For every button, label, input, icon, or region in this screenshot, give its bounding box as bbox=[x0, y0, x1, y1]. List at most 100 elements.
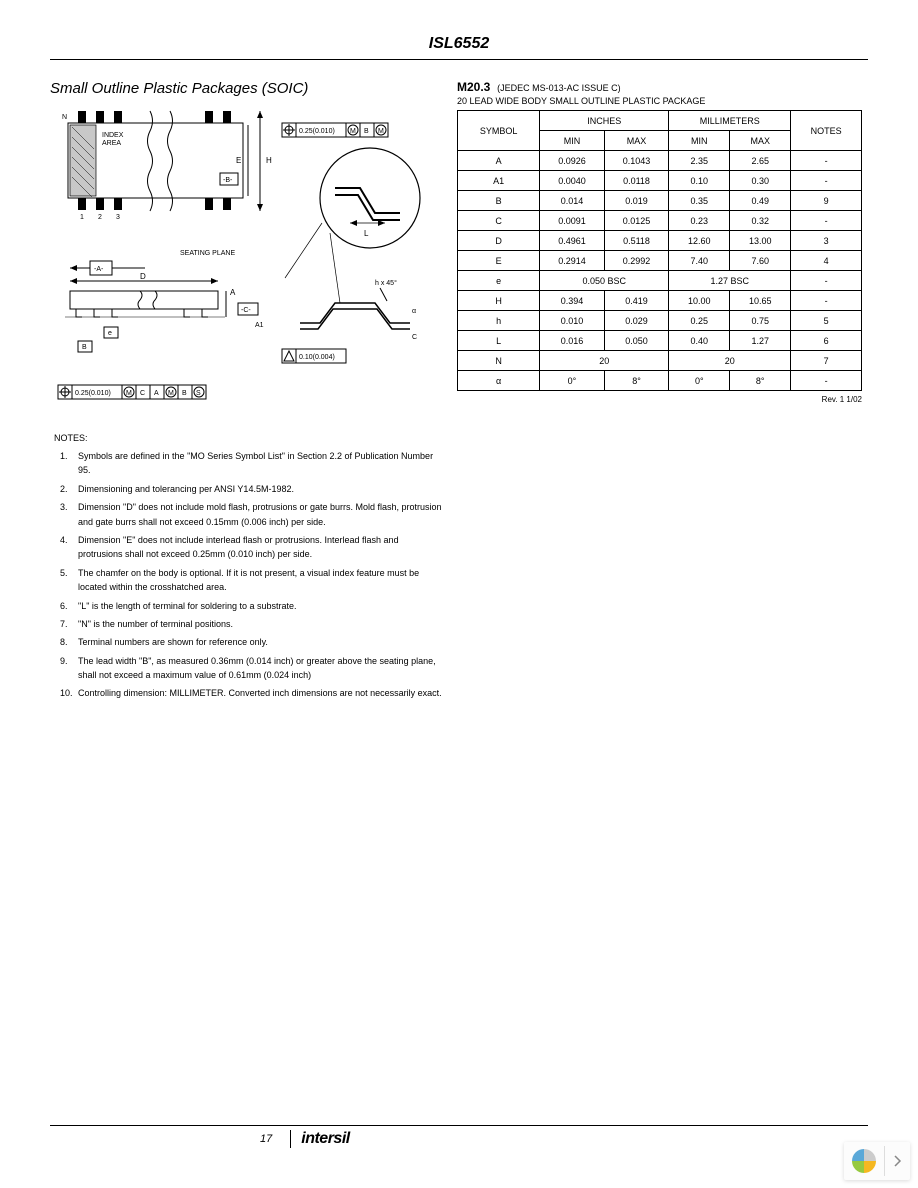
lbl-gd1: 0.25(0.010) bbox=[299, 128, 335, 135]
note-number: 1. bbox=[60, 449, 68, 463]
table-cell: α bbox=[458, 371, 540, 391]
table-cell: - bbox=[791, 371, 862, 391]
lbl-H: H bbox=[266, 156, 272, 165]
notes-header: NOTES: bbox=[54, 433, 445, 443]
svg-text:3: 3 bbox=[116, 214, 120, 221]
note-item: 1.Symbols are defined in the "MO Series … bbox=[66, 449, 445, 478]
note-item: 9.The lead width "B", as measured 0.36mm… bbox=[66, 654, 445, 683]
note-text: "L" is the length of terminal for solder… bbox=[78, 601, 297, 611]
table-cell: - bbox=[791, 271, 862, 291]
table-cell: 0.016 bbox=[540, 331, 605, 351]
page-number: 17 bbox=[260, 1133, 272, 1145]
lbl-B: B bbox=[82, 344, 87, 351]
table-cell: 3 bbox=[791, 231, 862, 251]
th-mm-min: MIN bbox=[669, 131, 730, 151]
table-cell: 0.2992 bbox=[604, 251, 669, 271]
svg-text:S: S bbox=[196, 390, 201, 397]
lbl-seating: SEATING PLANE bbox=[180, 250, 235, 257]
corner-widget[interactable] bbox=[844, 1142, 910, 1180]
table-cell: 0.010 bbox=[540, 311, 605, 331]
table-cell: h bbox=[458, 311, 540, 331]
table-cell: 0.30 bbox=[730, 171, 791, 191]
note-number: 8. bbox=[60, 635, 68, 649]
note-text: Symbols are defined in the "MO Series Sy… bbox=[78, 451, 433, 475]
table-cell: 0.0926 bbox=[540, 151, 605, 171]
th-mm-max: MAX bbox=[730, 131, 791, 151]
table-cell: 0.2914 bbox=[540, 251, 605, 271]
table-cell: 0.10 bbox=[669, 171, 730, 191]
left-column: Small Outline Plastic Packages (SOIC) IN… bbox=[50, 80, 445, 705]
table-subtitle: 20 LEAD WIDE BODY SMALL OUTLINE PLASTIC … bbox=[457, 96, 862, 106]
svg-text:M: M bbox=[168, 390, 174, 397]
note-text: The lead width "B", as measured 0.36mm (… bbox=[78, 656, 436, 680]
table-row: C0.00910.01250.230.32- bbox=[458, 211, 862, 231]
table-cell: 8° bbox=[604, 371, 669, 391]
right-column: M20.3 (JEDEC MS-013-AC ISSUE C) 20 LEAD … bbox=[457, 80, 862, 705]
table-cell: 1.27 bbox=[730, 331, 791, 351]
table-cell: 20 bbox=[669, 351, 791, 371]
lbl-E: E bbox=[236, 156, 241, 165]
content-columns: Small Outline Plastic Packages (SOIC) IN… bbox=[50, 80, 868, 705]
table-row: B0.0140.0190.350.499 bbox=[458, 191, 862, 211]
table-cell: B bbox=[458, 191, 540, 211]
table-cell: 5 bbox=[791, 311, 862, 331]
table-cell: 0.394 bbox=[540, 291, 605, 311]
note-item: 10.Controlling dimension: MILLIMETER. Co… bbox=[66, 686, 445, 700]
note-text: Dimensioning and tolerancing per ANSI Y1… bbox=[78, 484, 294, 494]
note-item: 6."L" is the length of terminal for sold… bbox=[66, 599, 445, 613]
table-cell: 0.25 bbox=[669, 311, 730, 331]
table-cell: 0.0118 bbox=[604, 171, 669, 191]
lbl-dashA: -A- bbox=[94, 266, 104, 273]
svg-text:2: 2 bbox=[98, 214, 102, 221]
table-cell: 0.32 bbox=[730, 211, 791, 231]
table-cell: 0.419 bbox=[604, 291, 669, 311]
note-text: Terminal numbers are shown for reference… bbox=[78, 637, 268, 647]
table-cell: C bbox=[458, 211, 540, 231]
svg-text:M: M bbox=[126, 390, 132, 397]
table-cell: 7.60 bbox=[730, 251, 791, 271]
note-text: Dimension "E" does not include interlead… bbox=[78, 535, 399, 559]
table-cell: - bbox=[791, 211, 862, 231]
table-row: D0.49610.511812.6013.003 bbox=[458, 231, 862, 251]
note-number: 7. bbox=[60, 617, 68, 631]
table-cell: 12.60 bbox=[669, 231, 730, 251]
table-cell: 10.00 bbox=[669, 291, 730, 311]
chevron-right-icon[interactable] bbox=[884, 1146, 904, 1176]
svg-text:B: B bbox=[182, 390, 187, 397]
svg-text:B: B bbox=[364, 128, 369, 135]
table-cell: D bbox=[458, 231, 540, 251]
table-cell: 0.0091 bbox=[540, 211, 605, 231]
note-item: 2.Dimensioning and tolerancing per ANSI … bbox=[66, 482, 445, 496]
note-number: 3. bbox=[60, 500, 68, 514]
table-cell: 0.050 bbox=[604, 331, 669, 351]
table-cell: 0.050 BSC bbox=[540, 271, 669, 291]
package-diagram: INDEX AREA N 1 2 3 bbox=[50, 103, 445, 413]
table-row: E0.29140.29927.407.604 bbox=[458, 251, 862, 271]
table-cell: 2.65 bbox=[730, 151, 791, 171]
table-cell: 0.5118 bbox=[604, 231, 669, 251]
table-cell: 20 bbox=[540, 351, 669, 371]
table-cell: 6 bbox=[791, 331, 862, 351]
lbl-e: e bbox=[108, 330, 112, 337]
lbl-alpha: α bbox=[412, 308, 416, 315]
table-cell: 0.40 bbox=[669, 331, 730, 351]
table-body: A0.09260.10432.352.65-A10.00400.01180.10… bbox=[458, 151, 862, 391]
note-text: Dimension "D" does not include mold flas… bbox=[78, 502, 442, 526]
table-row: α0°8°0°8°- bbox=[458, 371, 862, 391]
table-cell: - bbox=[791, 151, 862, 171]
table-header-line: M20.3 (JEDEC MS-013-AC ISSUE C) bbox=[457, 80, 862, 94]
table-cell: 9 bbox=[791, 191, 862, 211]
table-cell: 0.75 bbox=[730, 311, 791, 331]
note-item: 3.Dimension "D" does not include mold fl… bbox=[66, 500, 445, 529]
table-row: L0.0160.0500.401.276 bbox=[458, 331, 862, 351]
note-number: 10. bbox=[60, 686, 73, 700]
table-cell: 0° bbox=[540, 371, 605, 391]
page-header-title: ISL6552 bbox=[50, 35, 868, 60]
notes-list: 1. Symbols are defined in the "MO Series … bbox=[54, 449, 445, 701]
svg-text:C: C bbox=[140, 390, 145, 397]
lbl-index: INDEX bbox=[102, 132, 124, 139]
th-inches: INCHES bbox=[540, 111, 669, 131]
note-number: 4. bbox=[60, 533, 68, 547]
table-cell: 2.35 bbox=[669, 151, 730, 171]
lbl-gd2: 0.10(0.004) bbox=[299, 354, 335, 361]
